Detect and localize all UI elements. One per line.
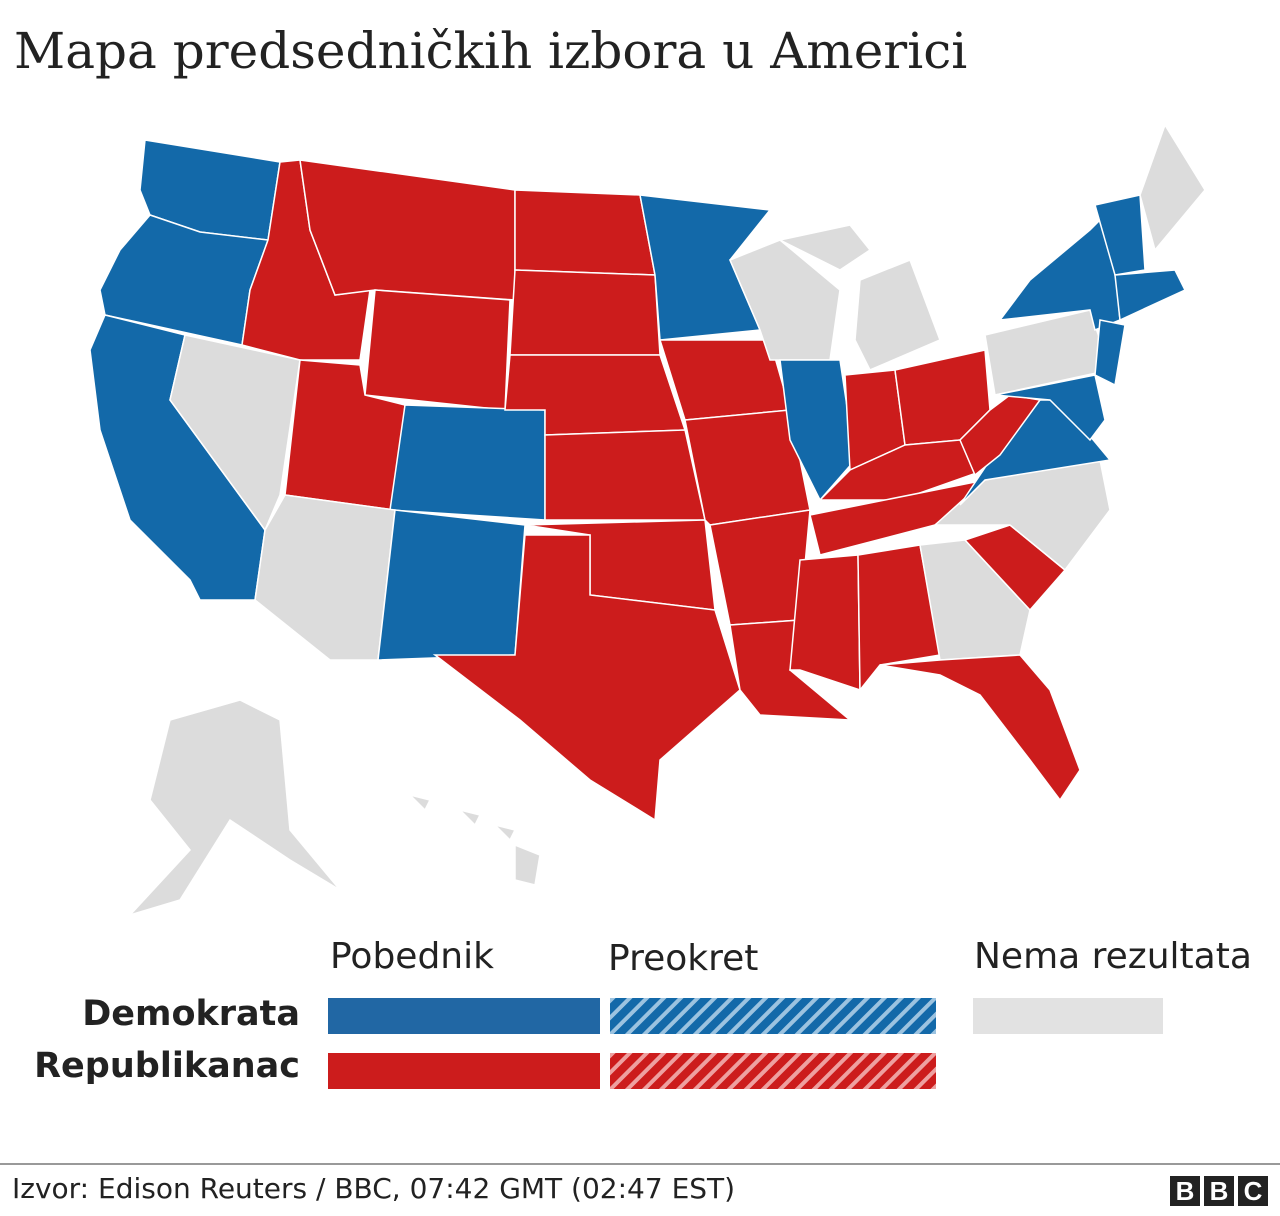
divider [0, 1163, 1280, 1165]
logo-letter: C [1238, 1176, 1268, 1206]
logo: B B C [1170, 1176, 1268, 1206]
swatch-dem-flip [610, 998, 936, 1034]
legend-column: Pobednik [330, 936, 494, 977]
swatch-rep-flip [610, 1053, 936, 1089]
logo-letter: B [1170, 1176, 1200, 1206]
states [89, 123, 1206, 917]
map [89, 123, 1206, 917]
swatch-rep-winner [328, 1053, 600, 1089]
source: Izvor: Edison Reuters / BBC, 07:42 GMT (… [12, 1172, 736, 1205]
legend-column: Nema rezultata [974, 936, 1252, 977]
swatch-dem-winner [328, 998, 600, 1034]
swatch-no-result [973, 998, 1163, 1034]
legend-column: Preokret [608, 938, 759, 979]
legend-row: Republikanac [34, 1046, 300, 1086]
logo-letter: B [1204, 1176, 1234, 1206]
legend-row: Demokrata [82, 994, 300, 1034]
title: Mapa predsedničkih izbora u Americi [14, 22, 968, 80]
